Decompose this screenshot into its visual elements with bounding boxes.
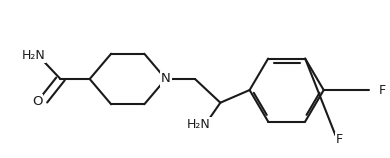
Text: N: N (161, 73, 171, 85)
Text: F: F (336, 133, 343, 146)
Text: H₂N: H₂N (187, 118, 211, 131)
Text: O: O (32, 95, 42, 108)
Text: F: F (378, 84, 385, 97)
Text: H₂N: H₂N (21, 49, 45, 62)
